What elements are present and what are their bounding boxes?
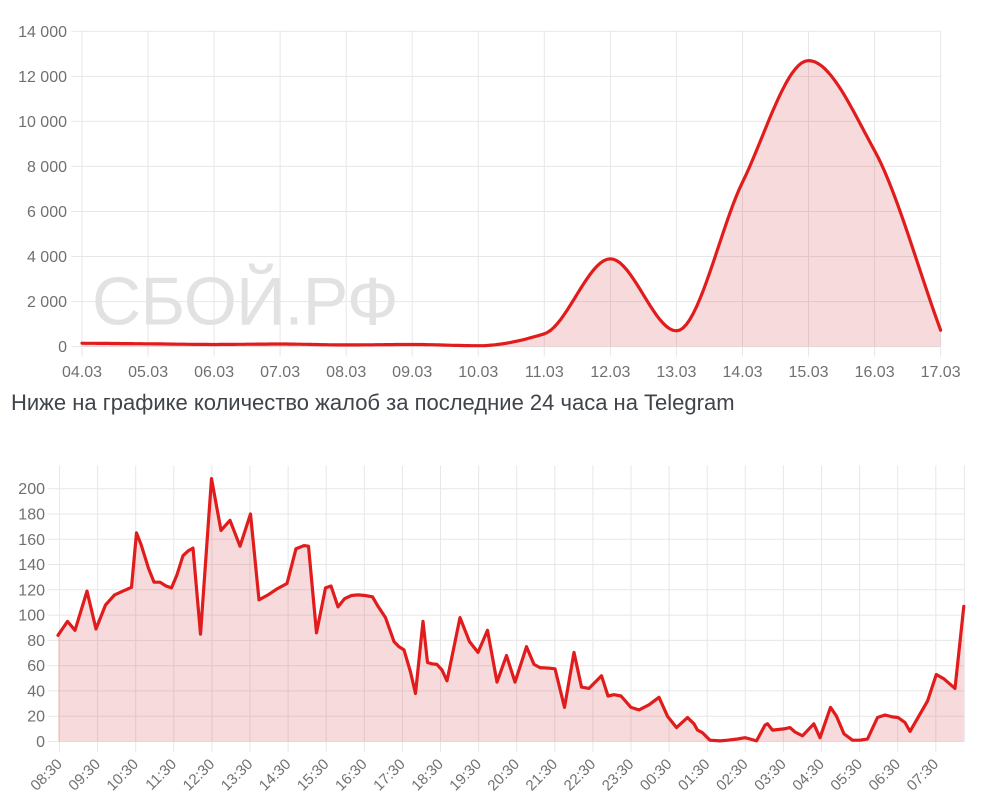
svg-text:01:30: 01:30: [675, 756, 714, 795]
svg-text:03:30: 03:30: [751, 756, 790, 795]
svg-text:14.03: 14.03: [722, 364, 762, 381]
svg-text:80: 80: [27, 633, 45, 650]
svg-text:18:30: 18:30: [408, 756, 447, 795]
svg-text:10:30: 10:30: [103, 756, 142, 795]
svg-text:16.03: 16.03: [855, 364, 895, 381]
svg-text:22:30: 22:30: [561, 756, 600, 795]
svg-text:09:30: 09:30: [65, 756, 104, 795]
svg-text:19:30: 19:30: [446, 756, 485, 795]
svg-text:04:30: 04:30: [789, 756, 828, 795]
svg-text:09.03: 09.03: [392, 364, 432, 381]
svg-text:0: 0: [36, 734, 45, 751]
svg-text:12 000: 12 000: [18, 69, 67, 86]
svg-text:16:30: 16:30: [332, 756, 371, 795]
svg-text:08.03: 08.03: [326, 364, 366, 381]
svg-text:11:30: 11:30: [142, 756, 180, 794]
svg-text:100: 100: [18, 608, 45, 625]
svg-text:160: 160: [18, 532, 45, 549]
svg-text:120: 120: [18, 582, 45, 599]
svg-text:10 000: 10 000: [18, 114, 67, 131]
svg-text:20: 20: [27, 709, 45, 726]
svg-text:180: 180: [18, 507, 45, 524]
svg-text:11.03: 11.03: [525, 364, 564, 381]
svg-text:23:30: 23:30: [599, 756, 638, 795]
svg-text:4 000: 4 000: [27, 249, 67, 266]
svg-text:15.03: 15.03: [788, 364, 828, 381]
svg-text:12.03: 12.03: [590, 364, 630, 381]
svg-text:8 000: 8 000: [27, 159, 67, 176]
svg-text:12:30: 12:30: [180, 756, 219, 795]
svg-text:60: 60: [27, 658, 45, 675]
svg-text:140: 140: [18, 557, 45, 574]
svg-text:00:30: 00:30: [637, 756, 676, 795]
svg-text:6 000: 6 000: [27, 204, 67, 221]
svg-text:07.03: 07.03: [260, 364, 300, 381]
svg-text:14:30: 14:30: [256, 756, 295, 795]
svg-text:15:30: 15:30: [294, 756, 333, 795]
svg-text:04.03: 04.03: [62, 364, 102, 381]
svg-text:СБОЙ.РФ: СБОЙ.РФ: [92, 263, 398, 340]
svg-text:13.03: 13.03: [656, 364, 696, 381]
svg-text:02:30: 02:30: [713, 756, 752, 795]
svg-text:17:30: 17:30: [370, 756, 409, 795]
svg-text:14 000: 14 000: [18, 24, 67, 41]
svg-text:17.03: 17.03: [921, 364, 961, 381]
svg-text:2 000: 2 000: [27, 294, 67, 311]
svg-text:13:30: 13:30: [218, 756, 257, 795]
svg-text:06:30: 06:30: [865, 756, 904, 795]
svg-text:40: 40: [27, 683, 45, 700]
svg-text:0: 0: [58, 339, 67, 356]
svg-text:06.03: 06.03: [194, 364, 234, 381]
svg-text:08:30: 08:30: [27, 756, 66, 795]
svg-text:20:30: 20:30: [484, 756, 523, 795]
svg-text:05.03: 05.03: [128, 364, 168, 381]
svg-text:21:30: 21:30: [523, 756, 562, 795]
svg-text:07:30: 07:30: [904, 756, 943, 795]
svg-text:10.03: 10.03: [458, 364, 498, 381]
svg-text:05:30: 05:30: [827, 756, 866, 795]
svg-text:200: 200: [18, 481, 45, 498]
